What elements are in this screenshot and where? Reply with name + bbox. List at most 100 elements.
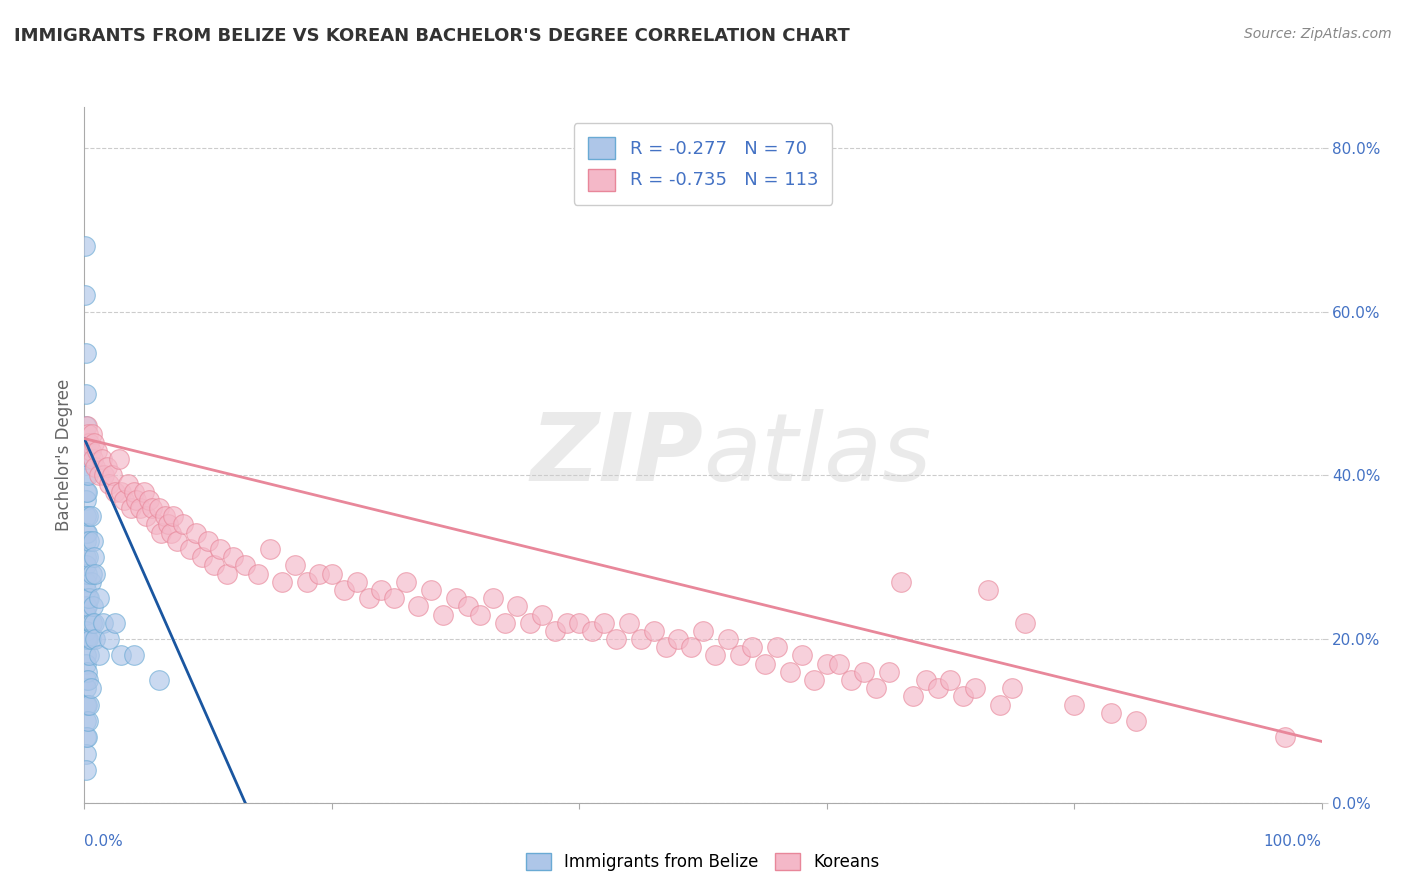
Point — [643, 624, 665, 638]
Point — [79, 533, 101, 548]
Point — [79, 574, 101, 589]
Point — [75, 345, 97, 359]
Point — [903, 690, 925, 704]
Point — [519, 615, 541, 630]
Point — [157, 517, 180, 532]
Point — [172, 517, 194, 532]
Point — [754, 657, 776, 671]
Point — [184, 525, 207, 540]
Point — [77, 632, 100, 646]
Point — [84, 460, 107, 475]
Point — [162, 509, 184, 524]
Point — [75, 632, 97, 646]
Point — [75, 624, 97, 638]
Point — [79, 591, 101, 606]
Point — [75, 681, 97, 696]
Point — [976, 582, 998, 597]
Point — [952, 690, 974, 704]
Point — [125, 492, 148, 507]
Point — [828, 657, 851, 671]
Point — [79, 681, 101, 696]
Point — [77, 468, 100, 483]
Point — [77, 427, 100, 442]
Point — [160, 525, 183, 540]
Point — [1099, 706, 1122, 720]
Point — [75, 525, 97, 540]
Text: ZIP: ZIP — [530, 409, 703, 501]
Point — [766, 640, 789, 655]
Point — [506, 599, 529, 614]
Point — [432, 607, 454, 622]
Point — [82, 533, 104, 548]
Point — [79, 443, 101, 458]
Point — [852, 665, 875, 679]
Point — [630, 632, 652, 646]
Point — [96, 460, 118, 475]
Point — [215, 566, 238, 581]
Point — [75, 714, 97, 728]
Point — [965, 681, 987, 696]
Point — [75, 763, 97, 777]
Point — [741, 640, 763, 655]
Point — [531, 607, 554, 622]
Point — [865, 681, 887, 696]
Point — [728, 648, 751, 663]
Point — [83, 550, 105, 565]
Point — [100, 468, 122, 483]
Point — [122, 648, 145, 663]
Point — [444, 591, 467, 606]
Point — [333, 582, 356, 597]
Point — [108, 452, 131, 467]
Point — [153, 509, 176, 524]
Point — [357, 591, 380, 606]
Point — [75, 386, 97, 401]
Point — [76, 452, 98, 467]
Point — [76, 632, 98, 646]
Point — [77, 591, 100, 606]
Legend: Immigrants from Belize, Koreans: Immigrants from Belize, Koreans — [517, 845, 889, 880]
Point — [457, 599, 479, 614]
Point — [779, 665, 801, 679]
Point — [555, 615, 578, 630]
Point — [1125, 714, 1147, 728]
Point — [1001, 681, 1024, 696]
Point — [75, 533, 97, 548]
Point — [76, 525, 98, 540]
Point — [79, 698, 101, 712]
Point — [75, 574, 97, 589]
Point — [120, 501, 142, 516]
Point — [76, 698, 98, 712]
Point — [75, 492, 97, 507]
Point — [75, 607, 97, 622]
Point — [98, 476, 121, 491]
Point — [75, 599, 97, 614]
Point — [655, 640, 678, 655]
Point — [75, 648, 97, 663]
Point — [76, 599, 98, 614]
Point — [197, 533, 219, 548]
Point — [141, 501, 163, 516]
Point — [110, 484, 132, 499]
Point — [370, 582, 392, 597]
Point — [605, 632, 627, 646]
Point — [76, 731, 98, 745]
Point — [284, 558, 307, 573]
Point — [73, 239, 96, 253]
Point — [89, 591, 111, 606]
Point — [1063, 698, 1085, 712]
Point — [80, 566, 103, 581]
Point — [150, 525, 173, 540]
Point — [704, 648, 727, 663]
Point — [76, 484, 98, 499]
Point — [90, 452, 112, 467]
Point — [308, 566, 330, 581]
Text: 0.0%: 0.0% — [84, 834, 124, 849]
Point — [494, 615, 516, 630]
Point — [1014, 615, 1036, 630]
Y-axis label: Bachelor's Degree: Bachelor's Degree — [55, 379, 73, 531]
Point — [408, 599, 430, 614]
Point — [939, 673, 962, 687]
Point — [104, 484, 127, 499]
Point — [77, 550, 100, 565]
Point — [75, 731, 97, 745]
